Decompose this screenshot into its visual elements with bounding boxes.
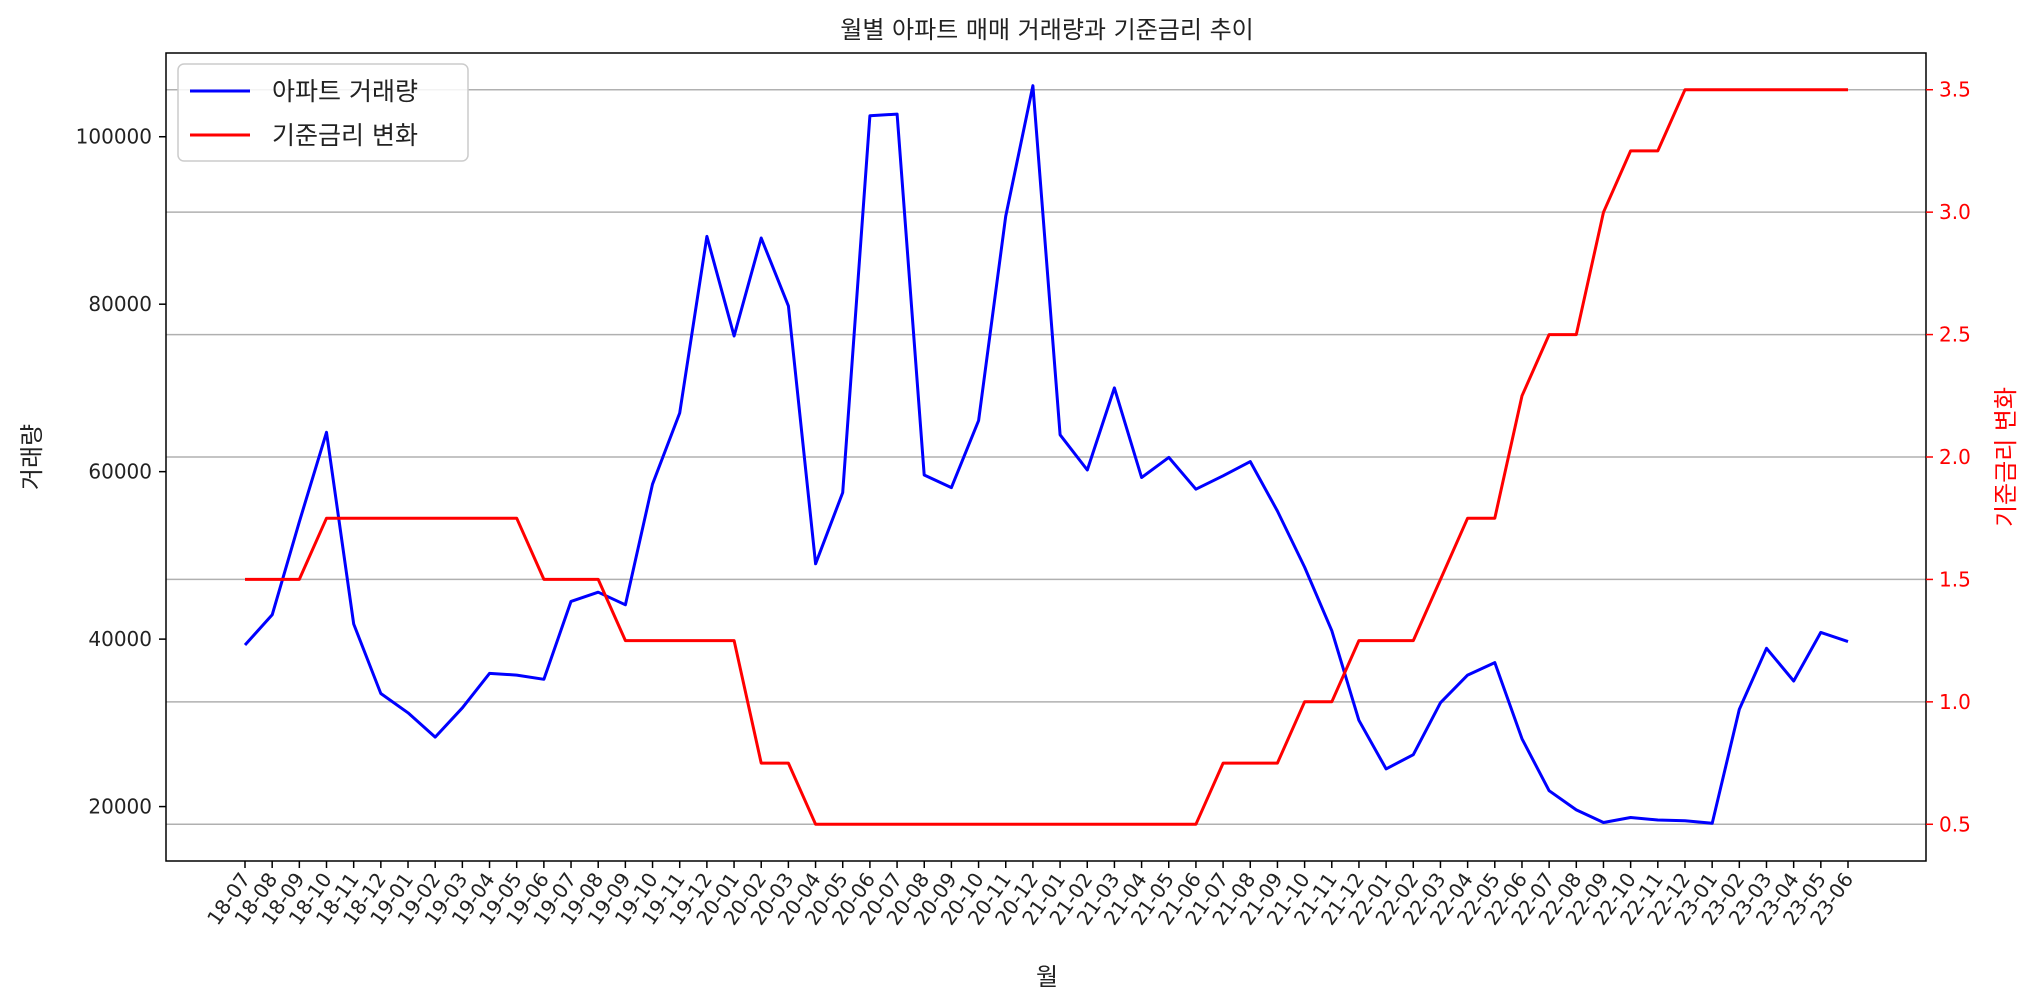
left-y-axis-label: 거래량 bbox=[18, 424, 46, 490]
right-tick-label: 0.5 bbox=[1939, 812, 1971, 836]
x-axis-label: 월 bbox=[1036, 963, 1058, 991]
right-tick-label: 3.0 bbox=[1939, 200, 1971, 224]
right-tick-label: 3.5 bbox=[1939, 78, 1971, 102]
gridlines bbox=[166, 88, 1926, 826]
right-y-axis: 0.5 1.0 1.5 2.0 2.5 3.0 3.5 bbox=[1926, 78, 1971, 836]
volume-line bbox=[243, 84, 1849, 825]
right-tick-label: 1.0 bbox=[1939, 690, 1971, 714]
left-tick-label: 80000 bbox=[88, 292, 152, 316]
left-y-axis: 20000 40000 60000 80000 100000 bbox=[76, 125, 166, 819]
left-tick-label: 20000 bbox=[88, 795, 152, 819]
left-tick-label: 60000 bbox=[88, 460, 152, 484]
x-axis: 18-0718-0818-0918-1018-1118-1219-0119-02… bbox=[202, 861, 1858, 929]
left-tick-label: 40000 bbox=[88, 627, 152, 651]
chart-title: 월별 아파트 매매 거래량과 기준금리 추이 bbox=[840, 16, 1254, 44]
legend: 아파트 거래량 기준금리 변화 bbox=[177, 63, 469, 162]
right-y-axis-label: 기준금리 변화 bbox=[1992, 387, 2020, 527]
right-tick-label: 1.5 bbox=[1939, 567, 1971, 591]
left-tick-label: 100000 bbox=[76, 125, 152, 149]
legend-label-volume: 아파트 거래량 bbox=[272, 77, 418, 106]
rate-line bbox=[245, 88, 1848, 826]
legend-box bbox=[177, 63, 469, 162]
right-tick-label: 2.5 bbox=[1939, 323, 1971, 347]
right-tick-label: 2.0 bbox=[1939, 445, 1971, 469]
legend-label-rate: 기준금리 변화 bbox=[272, 121, 418, 150]
series-lines bbox=[243, 84, 1849, 826]
